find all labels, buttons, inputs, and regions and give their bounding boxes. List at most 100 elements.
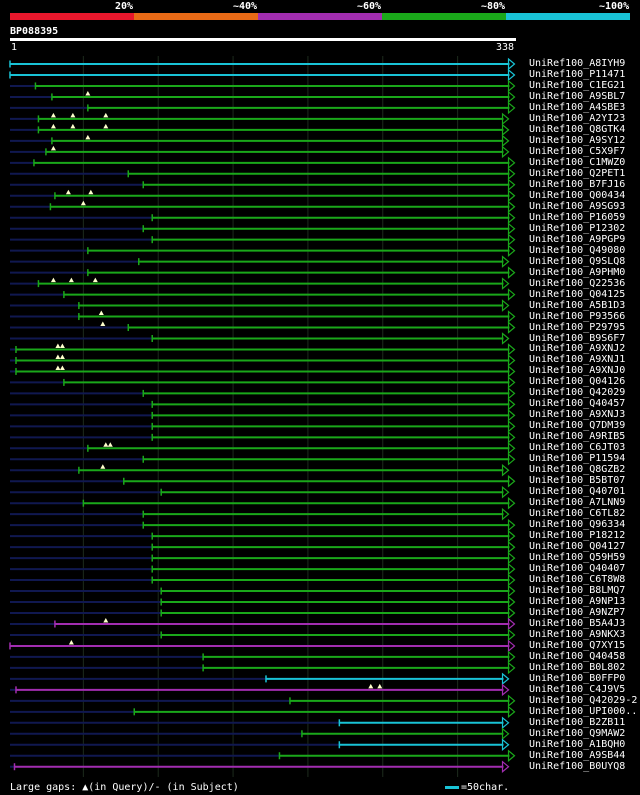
hit-row[interactable]: [10, 584, 516, 598]
hit-row[interactable]: [10, 595, 516, 609]
hit-label[interactable]: UniRef100_A9SB44: [529, 749, 626, 761]
hit-label[interactable]: UniRef100_A2YI23: [529, 112, 626, 124]
hit-row[interactable]: [10, 200, 516, 214]
hit-label[interactable]: UniRef100_P18212: [529, 530, 626, 542]
hit-row[interactable]: [10, 79, 516, 93]
hit-label[interactable]: UniRef100_A1BQH0: [529, 738, 626, 750]
hit-label[interactable]: UniRef100_P93566: [529, 310, 626, 322]
hit-label[interactable]: UniRef100_Q49080: [529, 244, 626, 256]
hit-label[interactable]: UniRef100_A9NP13: [529, 596, 626, 608]
hit-row[interactable]: [10, 420, 516, 433]
hit-row[interactable]: [10, 683, 510, 697]
hit-row[interactable]: [9, 639, 516, 653]
hit-row[interactable]: [10, 233, 516, 246]
hit-label[interactable]: UniRef100_Q40457: [529, 398, 626, 410]
hit-label[interactable]: UniRef100_Q00434: [529, 189, 626, 201]
hit-label[interactable]: UniRef100_C4J9V5: [529, 683, 626, 695]
hit-label[interactable]: UniRef100_A9XNJ3: [529, 409, 626, 421]
hit-label[interactable]: UniRef100_Q59H59: [529, 552, 626, 564]
hit-label[interactable]: UniRef100_B8LMQ7: [529, 585, 626, 597]
hit-row[interactable]: [10, 376, 516, 389]
hit-row[interactable]: [10, 354, 516, 367]
hit-label[interactable]: UniRef100_Q40458: [529, 650, 626, 662]
hit-label[interactable]: UniRef100_A9XNJ1: [529, 354, 626, 366]
hit-label[interactable]: UniRef100_Q40701: [529, 486, 626, 498]
hit-row[interactable]: [10, 178, 516, 192]
hit-row[interactable]: [10, 266, 516, 279]
hit-row[interactable]: [10, 705, 516, 719]
hit-label[interactable]: UniRef100_A9SBL7: [529, 90, 626, 102]
hit-label[interactable]: UniRef100_A9RIB5: [529, 431, 626, 443]
hit-label[interactable]: UniRef100_Q9MAW2: [529, 727, 626, 739]
hit-row[interactable]: [10, 738, 510, 752]
hit-row[interactable]: [10, 101, 516, 115]
hit-label[interactable]: UniRef100_B0UYQ8: [529, 760, 626, 772]
hit-label[interactable]: UniRef100_Q04127: [529, 541, 626, 553]
hit-label[interactable]: UniRef100_A9SG93: [529, 200, 626, 212]
hit-label[interactable]: UniRef100_Q9SLQ8: [529, 255, 626, 267]
hit-label[interactable]: UniRef100_Q42029-2: [529, 694, 638, 706]
hit-row[interactable]: [10, 244, 516, 257]
hit-row[interactable]: [10, 496, 516, 510]
hit-label[interactable]: UniRef100_A5B1D3: [529, 299, 626, 311]
hit-label[interactable]: UniRef100_P12302: [529, 222, 626, 234]
hit-label[interactable]: UniRef100_Q8GZB2: [529, 464, 626, 476]
hit-label[interactable]: UniRef100_B5A4J3: [529, 617, 626, 629]
hit-row[interactable]: [9, 68, 516, 82]
hit-label[interactable]: UniRef100_Q2PET1: [529, 167, 626, 179]
hit-label[interactable]: UniRef100_Q22536: [529, 277, 626, 289]
hit-label[interactable]: UniRef100_UPI000..: [529, 705, 638, 717]
hit-label[interactable]: UniRef100_C1EG21: [529, 79, 626, 91]
hit-label[interactable]: UniRef100_B0FFP0: [529, 672, 626, 684]
hit-label[interactable]: UniRef100_C1MWZ0: [529, 156, 626, 168]
hit-label[interactable]: UniRef100_A9NKX3: [529, 628, 626, 640]
hit-row[interactable]: [10, 134, 510, 148]
hit-row[interactable]: [10, 387, 516, 400]
hit-row[interactable]: [10, 332, 510, 345]
hit-row[interactable]: [10, 727, 510, 741]
hit-row[interactable]: [10, 463, 510, 477]
hit-label[interactable]: UniRef100_A8IYH9: [529, 58, 626, 69]
hit-row[interactable]: [10, 694, 516, 708]
hit-row[interactable]: [10, 507, 510, 521]
hit-label[interactable]: UniRef100_P11471: [529, 68, 626, 80]
hit-label[interactable]: UniRef100_A9XNJ2: [529, 343, 626, 355]
hit-label[interactable]: UniRef100_Q7XY15: [529, 639, 626, 651]
hit-label[interactable]: UniRef100_Q8GTK4: [529, 123, 626, 135]
hit-row[interactable]: [10, 310, 516, 323]
hit-row[interactable]: [10, 485, 510, 499]
hit-label[interactable]: UniRef100_C6TL82: [529, 508, 626, 520]
hit-label[interactable]: UniRef100_A9PHM0: [529, 266, 626, 278]
hit-row[interactable]: [10, 606, 516, 620]
hit-label[interactable]: UniRef100_Q04125: [529, 288, 626, 300]
hit-row[interactable]: [10, 628, 516, 642]
hit-row[interactable]: [10, 540, 516, 554]
hit-row[interactable]: [10, 518, 516, 532]
hit-label[interactable]: UniRef100_Q96334: [529, 519, 626, 531]
hit-row[interactable]: [10, 299, 510, 312]
hit-row[interactable]: [10, 145, 510, 159]
hit-row[interactable]: [10, 156, 516, 170]
hit-label[interactable]: UniRef100_Q04126: [529, 376, 626, 388]
hit-label[interactable]: UniRef100_A9NZP7: [529, 607, 626, 618]
hit-label[interactable]: UniRef100_P11594: [529, 453, 626, 465]
hit-label[interactable]: UniRef100_B2ZB11: [529, 716, 626, 728]
hit-label[interactable]: UniRef100_A9SY12: [529, 134, 626, 146]
hit-row[interactable]: [10, 277, 510, 290]
hit-row[interactable]: [10, 617, 516, 631]
hit-row[interactable]: [10, 452, 516, 466]
hit-row[interactable]: [10, 749, 516, 763]
hit-label[interactable]: UniRef100_Q40407: [529, 563, 626, 575]
hit-row[interactable]: [10, 529, 516, 543]
hit-label[interactable]: UniRef100_A9XNJ0: [529, 365, 626, 377]
hit-label[interactable]: UniRef100_C6T8W8: [529, 574, 626, 586]
hit-label[interactable]: UniRef100_C6JT03: [529, 442, 626, 454]
hit-label[interactable]: UniRef100_Q7DM39: [529, 420, 626, 432]
hit-row[interactable]: [10, 760, 510, 774]
hit-row[interactable]: [10, 716, 510, 730]
hit-row[interactable]: [10, 343, 516, 356]
hit-row[interactable]: [10, 661, 516, 675]
hit-row[interactable]: [10, 211, 516, 225]
hit-row[interactable]: [10, 255, 510, 268]
hit-row[interactable]: [10, 442, 516, 455]
